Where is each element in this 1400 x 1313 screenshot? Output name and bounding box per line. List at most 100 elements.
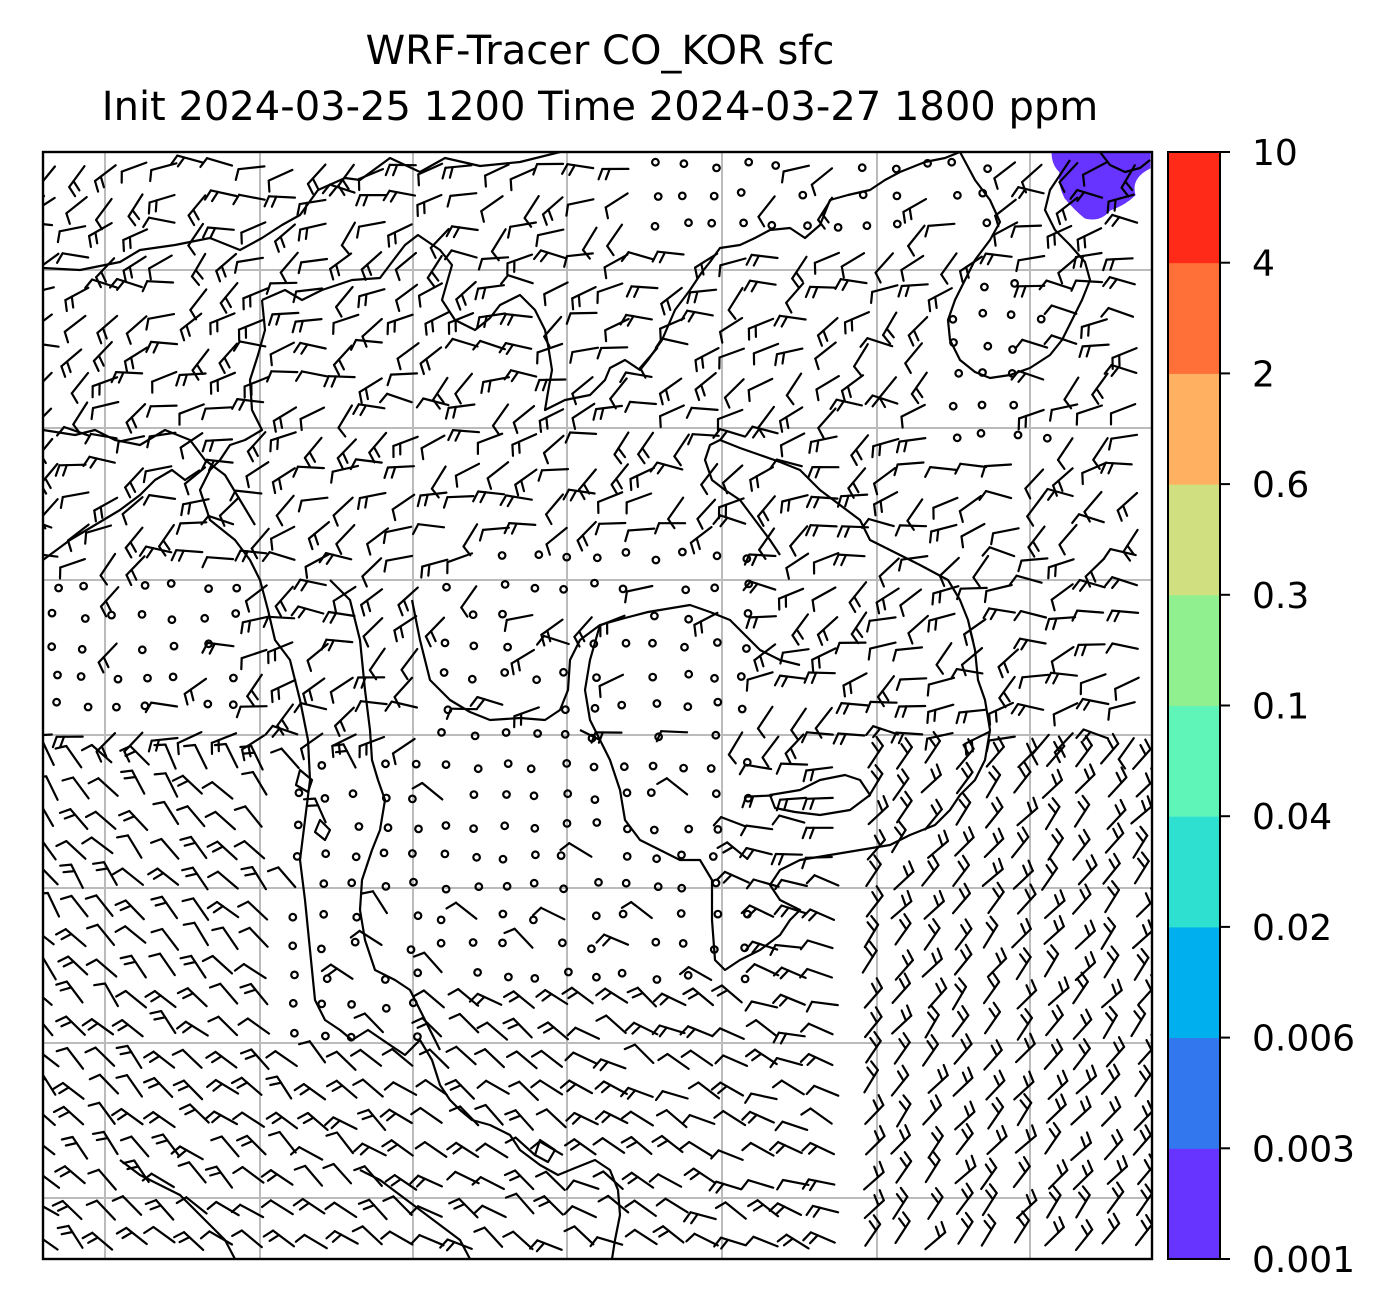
wind-barb xyxy=(530,1140,564,1156)
calm-wind-marker xyxy=(290,970,299,980)
wind-barb xyxy=(1120,164,1136,198)
calm-wind-marker xyxy=(742,644,751,653)
wind-barb xyxy=(475,1142,509,1159)
wind-barb xyxy=(143,1225,176,1244)
wind-barb xyxy=(84,894,114,917)
wind-barb xyxy=(924,1150,941,1184)
wind-barb xyxy=(804,285,838,299)
wind-barb xyxy=(118,809,149,832)
wind-barb xyxy=(410,1233,445,1247)
calm-wind-marker xyxy=(739,218,748,228)
calm-wind-marker xyxy=(1009,400,1019,410)
wind-barb xyxy=(598,673,625,699)
wind-barb xyxy=(894,949,915,981)
wind-barb xyxy=(303,436,323,469)
colorbar-segment xyxy=(1168,1037,1220,1149)
wind-barb xyxy=(1075,697,1110,711)
wind-barb xyxy=(852,343,869,377)
calm-wind-marker xyxy=(592,673,601,682)
wind-barb xyxy=(801,1141,836,1156)
wind-barb xyxy=(565,311,598,325)
calm-wind-marker xyxy=(740,974,750,984)
wind-barb xyxy=(801,1178,836,1192)
calm-wind-marker xyxy=(556,851,566,860)
wind-barb xyxy=(293,341,327,355)
wind-barb xyxy=(747,317,775,341)
calm-wind-marker xyxy=(679,159,689,169)
wind-barb xyxy=(689,525,713,555)
wind-barb xyxy=(597,167,630,181)
wind-barb xyxy=(953,943,973,976)
wind-barb xyxy=(1075,1064,1098,1095)
wind-barb xyxy=(1100,1095,1122,1127)
wind-barb xyxy=(1133,947,1150,981)
wind-barb xyxy=(332,313,360,335)
wind-barb xyxy=(895,790,913,824)
wind-barb xyxy=(1100,732,1120,765)
wind-barb xyxy=(353,1165,383,1188)
wind-barb xyxy=(776,1233,810,1250)
calm-wind-marker xyxy=(862,221,872,231)
wind-barb xyxy=(894,913,912,946)
wind-barb xyxy=(354,700,388,713)
wind-barb xyxy=(596,346,629,360)
wind-barb xyxy=(201,641,235,655)
wind-barb xyxy=(985,1069,1006,1101)
calm-wind-marker xyxy=(347,878,357,888)
colorbar-tick-label: 0.04 xyxy=(1252,797,1332,838)
calm-wind-marker xyxy=(650,611,659,621)
wind-barb xyxy=(955,792,972,826)
wind-barb xyxy=(233,805,263,828)
wind-barb xyxy=(325,1131,354,1155)
calm-wind-marker xyxy=(379,848,389,858)
wind-barb xyxy=(484,163,510,188)
calm-wind-marker xyxy=(743,609,753,618)
wind-barb xyxy=(292,1197,326,1215)
wind-barb xyxy=(603,253,629,280)
wind-barb xyxy=(1104,576,1139,590)
wind-barb xyxy=(124,526,144,559)
calm-wind-marker xyxy=(413,1032,422,1041)
wind-barb xyxy=(420,434,446,461)
calm-wind-marker xyxy=(473,968,483,977)
wind-barb xyxy=(1103,547,1137,560)
calm-wind-marker xyxy=(713,697,723,707)
wind-barb xyxy=(1130,1003,1147,1038)
wind-barb xyxy=(1039,487,1074,501)
wind-barb xyxy=(357,491,387,510)
wind-barb xyxy=(396,342,420,371)
wind-barb xyxy=(356,220,386,239)
wind-barb xyxy=(349,929,383,947)
wind-barb xyxy=(260,1199,294,1216)
calm-wind-marker xyxy=(502,881,512,891)
wind-barb xyxy=(239,982,269,1006)
wind-barb xyxy=(260,1169,294,1186)
wind-barb xyxy=(875,587,900,615)
wind-barb xyxy=(1116,491,1139,522)
wind-barb xyxy=(538,408,565,433)
wind-barb xyxy=(43,343,60,348)
wind-barb xyxy=(469,695,504,710)
wind-barb xyxy=(685,1232,719,1247)
wind-barb xyxy=(863,1006,883,1039)
wind-barb xyxy=(813,251,841,275)
wind-barb xyxy=(119,1135,150,1158)
wind-barb xyxy=(153,743,177,770)
coastline-kyushu xyxy=(583,624,602,741)
wind-barb xyxy=(686,288,718,305)
wind-barb xyxy=(490,228,507,262)
wind-barb xyxy=(747,1199,780,1218)
calm-wind-marker xyxy=(684,669,694,679)
calm-wind-marker xyxy=(317,944,326,954)
wind-barb xyxy=(352,1078,384,1098)
wind-barb xyxy=(1117,736,1135,770)
wind-barb xyxy=(891,972,912,1005)
wind-barb xyxy=(543,315,563,348)
wind-barb xyxy=(1017,557,1049,573)
calm-wind-marker xyxy=(1006,310,1016,320)
wind-barb xyxy=(565,1111,599,1126)
wind-barb xyxy=(954,462,988,475)
wind-barb xyxy=(420,558,449,579)
calm-wind-marker xyxy=(713,825,723,834)
wind-barb xyxy=(150,927,180,951)
